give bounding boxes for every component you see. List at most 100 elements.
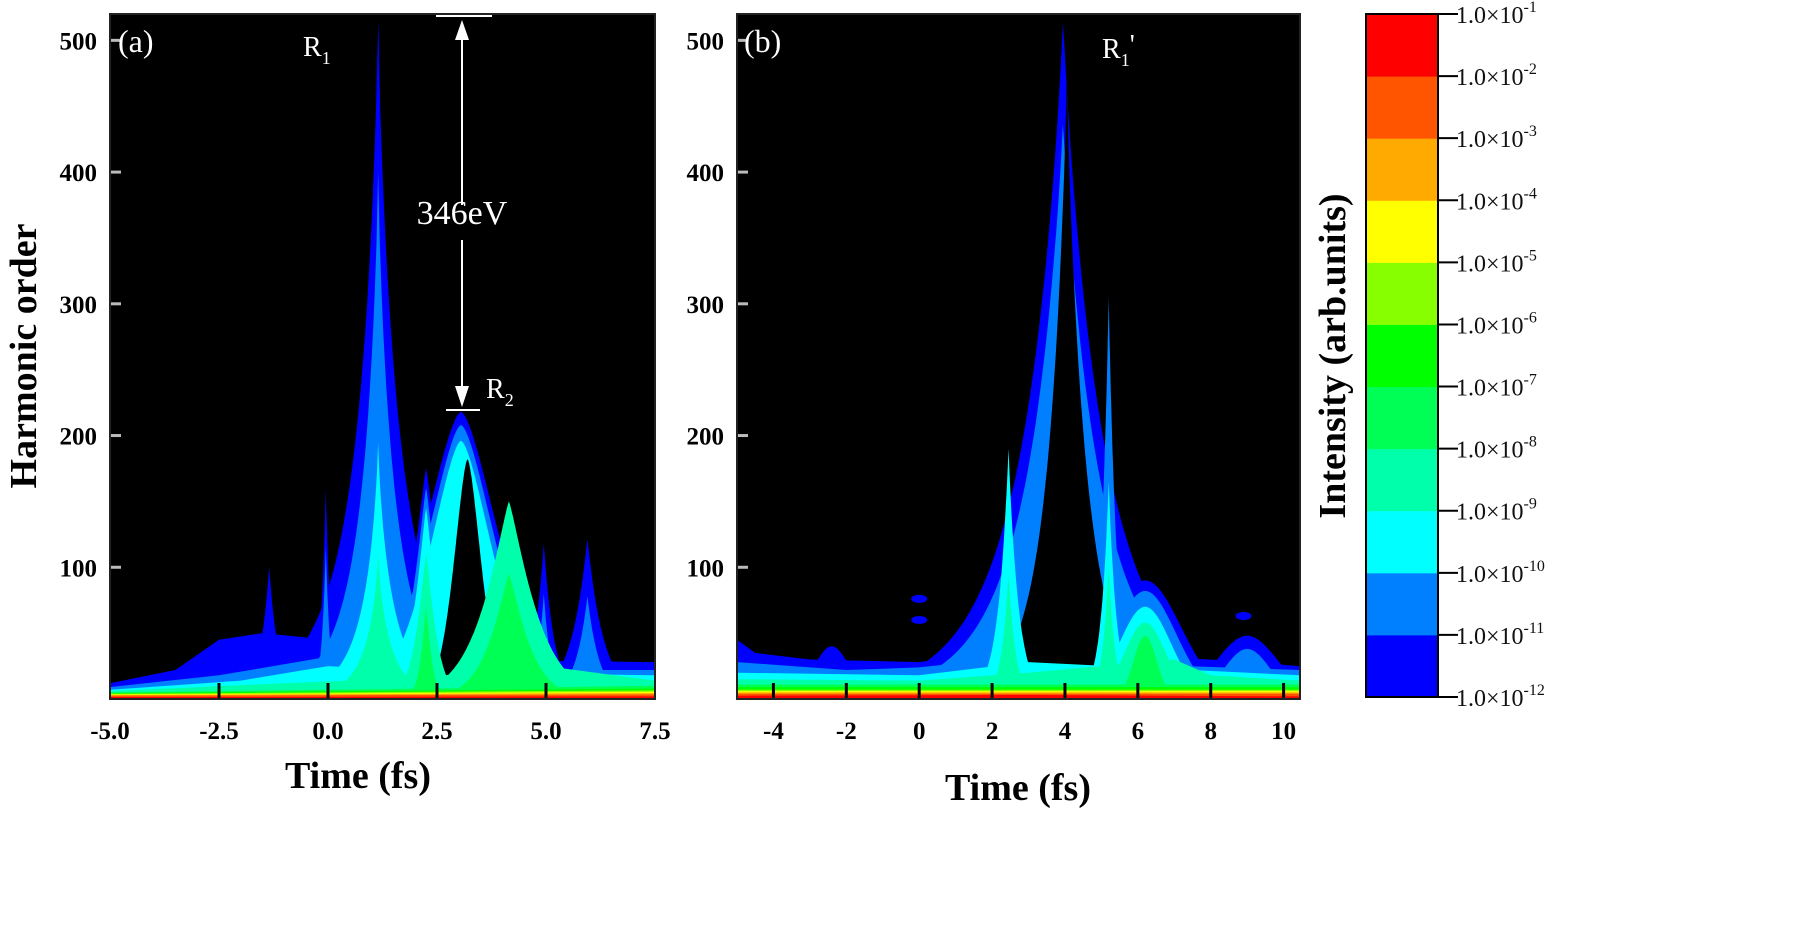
- x-tick-label: 6: [1132, 718, 1145, 745]
- contour-R1-prime-band-1: [737, 124, 1300, 699]
- tick-exponent: -12: [1524, 682, 1545, 699]
- x-tick-label: 2.5: [421, 718, 452, 745]
- tick-mantissa: 1.0×10: [1456, 562, 1524, 588]
- panel-b: 100 200 300 400 500 -4 -2 0 2 4 6 8 10 (b) R1' Time …: [687, 13, 1301, 809]
- colorbar-frame: [1365, 13, 1439, 698]
- axis-ticks-a: 100 200 300 400 500 -5.0 -2.5 0.0 2.5 5.0 7.5: [60, 13, 671, 745]
- tick-mantissa: 1.0×10: [1456, 500, 1524, 526]
- tick-mantissa: 1.0×10: [1456, 624, 1524, 650]
- colorbar-title: Intensity (arb.units): [1312, 193, 1354, 518]
- x-tick-label: -2.5: [199, 718, 239, 745]
- x-tick-label: 5.0: [530, 718, 561, 745]
- tick-mantissa: 1.0×10: [1456, 376, 1524, 402]
- tick-exponent: -4: [1524, 185, 1537, 202]
- tick-exponent: -3: [1524, 123, 1537, 140]
- axis-ticks-b: 100 200 300 400 500 -4 -2 0 2 4 6 8 10: [687, 13, 1301, 745]
- y-tick-label: 500: [60, 28, 98, 55]
- panel-label-b: (b): [744, 23, 781, 59]
- colorbar-bands: [1366, 14, 1438, 698]
- x-tick-label: 7.5: [639, 718, 670, 745]
- tick-exponent: -1: [1524, 0, 1537, 16]
- contour-marks-a: [110, 20, 655, 699]
- colorbar-band-1: [1366, 572, 1438, 636]
- contour-island: [911, 615, 928, 624]
- colorbar-tick-label: 1.0×10-12: [1456, 682, 1545, 712]
- y-tick-label: 500: [687, 28, 725, 55]
- y-tick-label: 200: [687, 424, 725, 451]
- colorbar-tick-label: 1.0×10-4: [1456, 185, 1537, 215]
- x-tick-label: -5.0: [90, 718, 130, 745]
- tick-mantissa: 1.0×10: [1456, 251, 1524, 277]
- contour-R1-prime-band--1: [882, 79, 1251, 699]
- contour-R2-band--1: [404, 459, 531, 699]
- y-axis-title: Harmonic order: [3, 223, 45, 488]
- contour-blob-6fs-band-4: [1108, 635, 1183, 699]
- x-tick-label: 0: [913, 718, 926, 745]
- x-tick-label: 8: [1204, 718, 1217, 745]
- x-tick-label: 10: [1271, 718, 1296, 745]
- colorbar-band-5: [1366, 324, 1438, 388]
- contour-island: [1235, 612, 1252, 621]
- contour-spike-6fs-band-0: [487, 539, 655, 699]
- y-tick-label: 300: [687, 292, 725, 319]
- colorbar-band-9: [1366, 76, 1438, 139]
- tick-mantissa: 1.0×10: [1456, 127, 1524, 153]
- x-tick-label: 4: [1059, 718, 1072, 745]
- contour-marks-b: [737, 22, 1300, 699]
- colorbar-ticks: 1.0×10-11.0×10-21.0×10-31.0×10-41.0×10-5…: [1438, 0, 1545, 712]
- tick-exponent: -10: [1524, 558, 1545, 575]
- colorbar-band-6: [1366, 262, 1438, 325]
- colorbar-tick-label: 1.0×10-6: [1456, 309, 1537, 339]
- colorbar-tick-label: 1.0×10-10: [1456, 558, 1545, 588]
- tick-exponent: -9: [1524, 496, 1537, 513]
- x-tick-label: -4: [763, 718, 784, 745]
- colorbar-tick-label: 1.0×10-8: [1456, 434, 1537, 464]
- tick-exponent: -6: [1524, 309, 1537, 326]
- r1p-sub: 1: [1121, 50, 1130, 70]
- tick-exponent: -2: [1524, 61, 1537, 78]
- panel-label-a: (a): [118, 23, 154, 59]
- r1p-prime: ': [1130, 30, 1135, 61]
- r1-base: R: [303, 32, 322, 63]
- tick-mantissa: 1.0×10: [1456, 686, 1524, 712]
- contour-R1-band-3: [257, 554, 499, 699]
- colorbar-band-2: [1366, 510, 1438, 574]
- contour-spike-0fs-band-1: [299, 547, 352, 699]
- colorbar-band-4: [1366, 386, 1438, 450]
- y-tick-label: 300: [60, 292, 98, 319]
- tick-mantissa: 1.0×10: [1456, 189, 1524, 215]
- y-tick-label: 100: [687, 555, 725, 582]
- plot-frame: [736, 13, 1301, 700]
- contour-island: [911, 594, 928, 603]
- r1-sub: 1: [322, 48, 331, 68]
- colorbar-tick-label: 1.0×10-5: [1456, 247, 1537, 277]
- x-tick-label: 0.0: [312, 718, 343, 745]
- colorbar-band-0: [1366, 634, 1438, 698]
- contour-spike-minus-1.4fs-band-0: [213, 567, 325, 699]
- tick-exponent: -8: [1524, 434, 1537, 451]
- x-axis-title-b: Time (fs): [945, 767, 1091, 809]
- y-tick-label: 100: [60, 555, 98, 582]
- contour-R1-band-1: [162, 172, 594, 699]
- x-axis-title-a: Time (fs): [285, 755, 431, 797]
- y-tick-label: 400: [60, 160, 98, 187]
- x-tick-label: 2: [986, 718, 999, 745]
- tick-exponent: -5: [1524, 247, 1537, 264]
- tick-mantissa: 1.0×10: [1456, 438, 1524, 464]
- arrow-up-icon: [455, 20, 469, 40]
- colorbar-tick-label: 1.0×10-11: [1456, 620, 1544, 650]
- r2-base: R: [486, 374, 505, 405]
- colorbar-band-8: [1366, 138, 1438, 201]
- plot-frame: [109, 13, 656, 700]
- contour-left-wall-2.5fs-band-2: [942, 448, 1075, 699]
- tick-mantissa: 1.0×10: [1456, 65, 1524, 91]
- r1-label: R1: [303, 32, 331, 68]
- colorbar-band-3: [1366, 448, 1438, 512]
- tick-mantissa: 1.0×10: [1456, 313, 1524, 339]
- contour-blob-4fs-band-4: [405, 573, 613, 699]
- colorbar-tick-label: 1.0×10-1: [1456, 0, 1537, 29]
- contour-right-wall-5.2fs-band-3: [1070, 567, 1147, 699]
- colorbar-band-7: [1366, 200, 1438, 263]
